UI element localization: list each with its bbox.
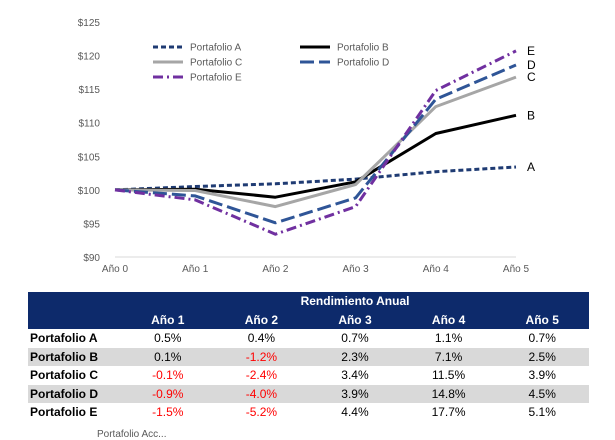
row-label: Portafolio E (30, 405, 98, 420)
row-label: Portafolio A (30, 331, 98, 346)
line-chart: $90 $95 $100 $105 $110 $115 $120 $125 Año 0 Año 1… (78, 18, 536, 275)
table-row: Portafolio A 0.5% 0.4% 0.7% 1.1% 0.7% (28, 329, 589, 348)
series-line-b (114, 113, 517, 199)
table-cell: 3.9% (528, 368, 556, 383)
x-tick-label: Año 4 (423, 264, 450, 275)
series-line-d (114, 63, 517, 225)
y-tick-label: $110 (78, 119, 100, 130)
legend-label-c: Portafolio C (190, 58, 242, 69)
column-header: Año 4 (401, 310, 496, 329)
table-cell: 0.4% (247, 331, 276, 346)
column-header: Año 1 (121, 310, 215, 329)
table-cell: 5.1% (528, 405, 556, 420)
table-cell: 4.5% (495, 384, 590, 403)
table-header-corner (28, 310, 121, 329)
y-tick-label: $115 (78, 85, 100, 96)
table-row: Portafolio D -0.9% -4.0% 3.9% 14.8% 4.5% (28, 384, 590, 403)
legend-label-d: Portafolio D (337, 58, 389, 69)
column-header: Año 2 (214, 310, 309, 329)
table-cell: 0.1% (121, 347, 215, 366)
chart-svg: $90 $95 $100 $105 $110 $115 $120 $125 Año 0 Año 1… (78, 18, 536, 275)
column-header: Año 3 (308, 310, 402, 329)
column-header: Año 5 (495, 310, 590, 329)
series-end-label-b: B (527, 108, 535, 122)
table-cell: 3.4% (341, 368, 369, 383)
table-cell: 4.4% (341, 405, 369, 420)
table-cell: 7.1% (401, 347, 496, 366)
table-cell: 17.7% (431, 405, 466, 420)
table-cell: 2.3% (308, 347, 402, 366)
table-cell: -0.1% (152, 368, 184, 383)
table-cell: -1.2% (214, 347, 309, 366)
row-label: Portafolio D (28, 384, 121, 403)
table-cell: 1.1% (434, 331, 463, 346)
y-tick-label: $120 (78, 52, 101, 63)
row-label: Portafolio B (28, 347, 121, 366)
table-cell: 11.5% (432, 368, 466, 383)
returns-table-wrap: Rendimiento Anual Año 1 Año 2 Año 3 Año … (28, 292, 590, 422)
table-cell: 14.8% (401, 384, 496, 403)
returns-table: Rendimiento Anual Año 1 Año 2 Año 3 Año … (28, 292, 590, 422)
footnote: Portafolio Acc... (97, 429, 167, 440)
series-line-c (114, 75, 517, 209)
table-row: Portafolio E -1.5% -5.2% 4.4% 17.7% 5.1% (28, 403, 589, 422)
table-cell: -1.5% (152, 405, 184, 420)
table-title-row: Rendimiento Anual (28, 292, 590, 311)
series-end-label-c: C (527, 70, 536, 84)
table-title-spacer (28, 292, 121, 311)
series-end-label-a: A (527, 160, 535, 174)
x-tick-label: Año 3 (343, 264, 370, 275)
row-label: Portafolio C (30, 368, 98, 383)
y-tick-label: $125 (78, 18, 101, 29)
y-tick-label: $95 (83, 219, 100, 230)
table-cell: -4.0% (214, 384, 309, 403)
table-row: Portafolio C -0.1% -2.4% 3.4% 11.5% 3.9% (28, 366, 589, 385)
series-line-a (114, 165, 517, 192)
x-tick-label: Año 5 (503, 264, 530, 275)
table-cell: -0.9% (121, 384, 215, 403)
table-cell: 3.9% (308, 384, 402, 403)
series-line-e (114, 49, 517, 236)
legend-label-b: Portafolio B (337, 43, 389, 54)
table-cell: 0.7% (341, 331, 369, 346)
y-tick-label: $100 (78, 186, 101, 197)
table-cell: 2.5% (495, 347, 590, 366)
table-row: Portafolio B 0.1% -1.2% 2.3% 7.1% 2.5% (28, 347, 590, 366)
x-tick-label: Año 0 (102, 264, 129, 275)
table-cell: 0.7% (528, 331, 556, 346)
legend-label-e: Portafolio E (190, 73, 242, 84)
table-title: Rendimiento Anual (121, 292, 590, 311)
series-end-label-e: E (527, 44, 535, 58)
x-tick-label: Año 1 (182, 264, 209, 275)
y-tick-label: $105 (78, 152, 101, 163)
table-header-row: Año 1 Año 2 Año 3 Año 4 Año 5 (28, 310, 590, 329)
x-tick-label: Año 2 (262, 264, 289, 275)
table-cell: -5.2% (245, 405, 278, 420)
table-cell: 0.5% (154, 331, 182, 346)
series-end-label-d: D (527, 58, 536, 72)
table-cell: -2.4% (245, 368, 278, 383)
table-body: Portafolio A 0.5% 0.4% 0.7% 1.1% 0.7% Portafol… (28, 329, 590, 422)
y-tick-label: $90 (83, 253, 100, 264)
legend-label-a: Portafolio A (190, 43, 241, 54)
